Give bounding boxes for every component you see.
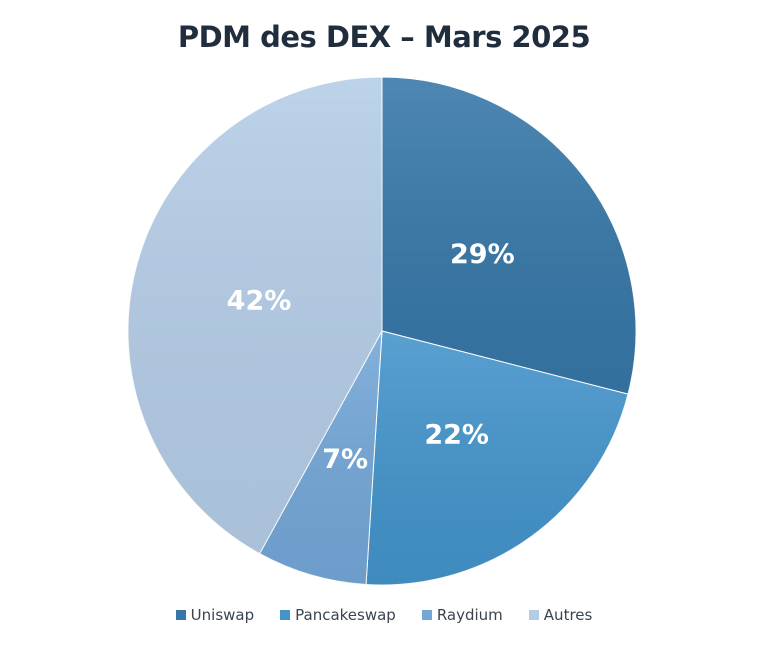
legend-label: Pancakeswap <box>295 606 396 624</box>
legend-label: Raydium <box>436 606 503 624</box>
data-label: 22% <box>424 420 489 451</box>
legend-item: Pancakeswap <box>280 606 396 624</box>
slice-shade <box>259 331 382 585</box>
legend: Uniswap Pancakeswap Raydium Autres <box>0 606 768 624</box>
legend-item: Uniswap <box>175 606 255 624</box>
slice-shade <box>366 331 629 585</box>
legend-swatch <box>175 610 186 620</box>
legend-swatch <box>280 610 291 620</box>
data-label: 7% <box>322 444 368 475</box>
legend-swatch <box>528 610 539 620</box>
legend-label: Uniswap <box>190 606 255 624</box>
data-label: 42% <box>227 285 292 316</box>
legend-item: Raydium <box>421 606 503 624</box>
pie-chart: 29% 22% 7% 42% <box>127 76 637 586</box>
legend-swatch <box>421 610 432 620</box>
legend-item: Autres <box>528 606 593 624</box>
legend-label: Autres <box>543 606 593 624</box>
slice-shade <box>127 77 382 554</box>
data-label: 29% <box>450 239 515 270</box>
slice-shade <box>382 77 636 395</box>
chart-title: PDM des DEX – Mars 2025 <box>177 20 591 54</box>
